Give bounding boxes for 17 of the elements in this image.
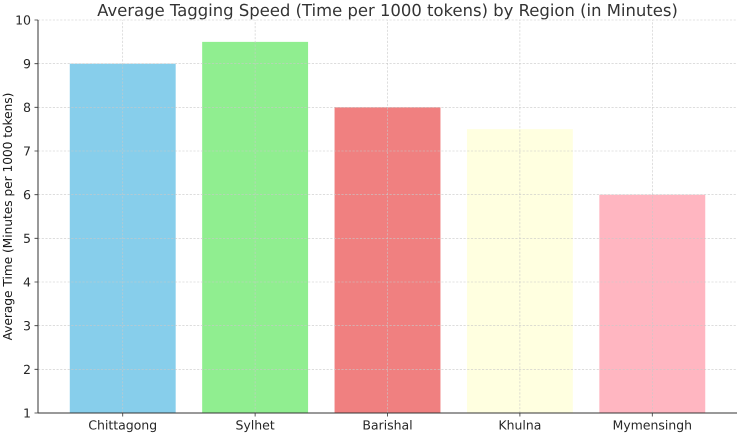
x-tick-label: Chittagong [89,420,156,432]
y-tick-label: 2 [24,364,30,374]
y-axis-title: Average Time (Minutes per 1000 tokens) [2,94,14,340]
y-tick-label: 1 [24,408,30,418]
y-tick-label: 8 [24,102,30,112]
x-tick-label: Sylhet [236,420,274,432]
x-tick-label: Khulna [500,420,540,430]
chart-title: Average Tagging Speed (Time per 1000 tokens) by Region (in Minutes) [97,4,676,20]
y-tick-label: 3 [24,320,30,330]
y-tick-label: 9 [24,58,30,68]
x-tick-label: Barishal [364,420,412,430]
y-tick-label: 7 [24,146,30,156]
x-tick-label: Mymensingh [614,420,691,432]
y-tick-label: 10 [16,15,30,25]
y-tick-label: 5 [24,234,30,243]
y-tick-label: 6 [24,190,30,200]
y-tick-label: 4 [24,277,30,287]
